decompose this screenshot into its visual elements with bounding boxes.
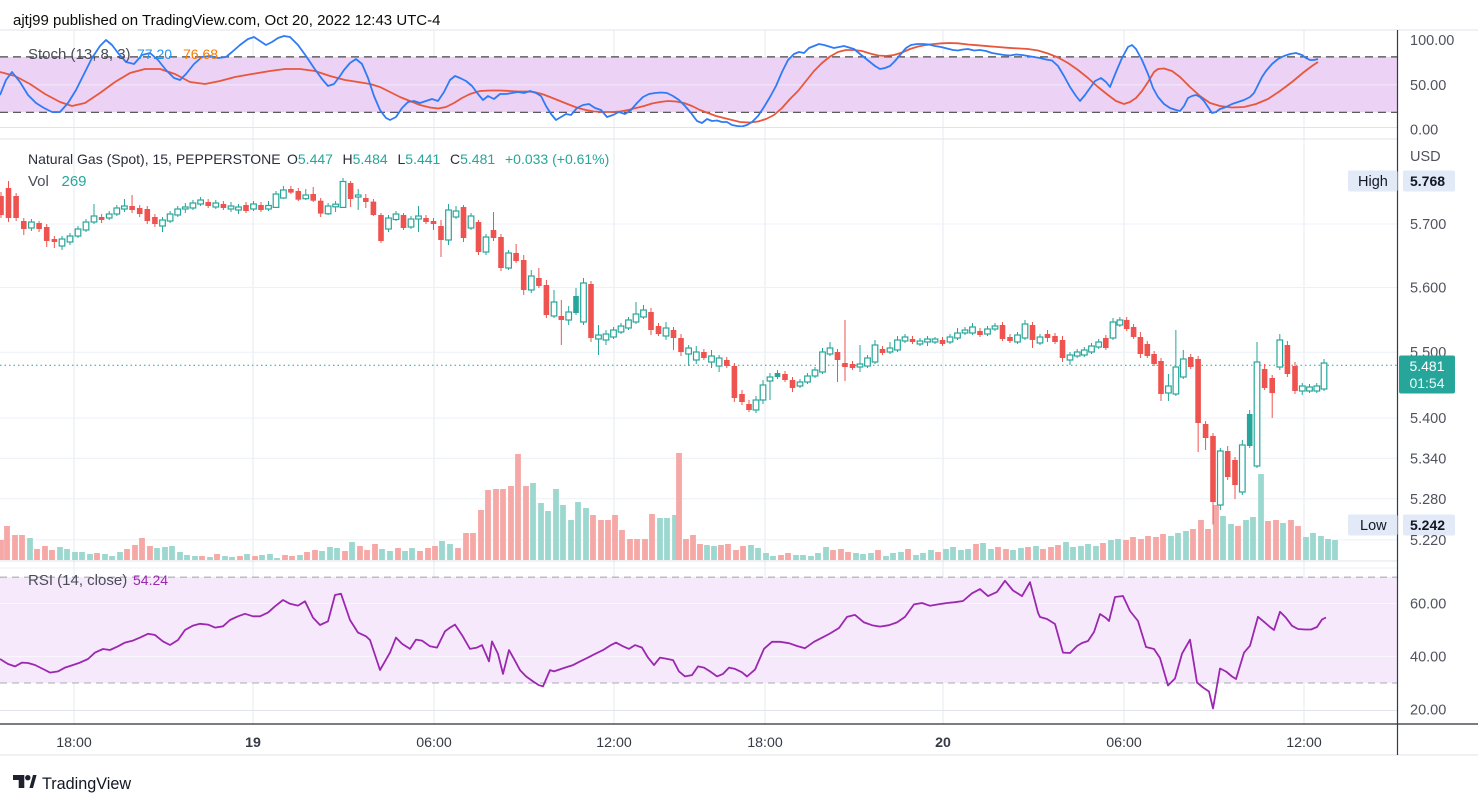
svg-text:5.768: 5.768 (1410, 173, 1445, 189)
svg-text:06:00: 06:00 (1106, 735, 1142, 751)
svg-text:20: 20 (935, 735, 951, 751)
svg-text:0.00: 0.00 (1410, 123, 1438, 139)
svg-text:06:00: 06:00 (416, 735, 452, 751)
svg-text:USD: USD (1410, 149, 1441, 165)
svg-text:60.00: 60.00 (1410, 597, 1446, 613)
svg-text:Natural Gas (Spot), 15, PEPPER: Natural Gas (Spot), 15, PEPPERSTONE O5.44… (28, 151, 609, 167)
svg-text:TradingView: TradingView (42, 775, 131, 793)
svg-text:19: 19 (245, 735, 261, 751)
svg-text:5.340: 5.340 (1410, 451, 1446, 467)
svg-text:5.400: 5.400 (1410, 411, 1446, 427)
svg-text:Stoch (13, 8, 3): Stoch (13, 8, 3) (28, 46, 131, 63)
svg-text:High: High (1358, 174, 1388, 190)
svg-text:20.00: 20.00 (1410, 703, 1446, 719)
svg-text:5.280: 5.280 (1410, 492, 1446, 508)
svg-text:12:00: 12:00 (1286, 735, 1322, 751)
svg-text:5.481: 5.481 (1409, 358, 1444, 374)
svg-text:50.00: 50.00 (1410, 78, 1446, 94)
svg-text:Low: Low (1360, 518, 1387, 534)
svg-text:RSI (14, close): RSI (14, close) (28, 572, 127, 589)
svg-text:100.00: 100.00 (1410, 33, 1454, 49)
svg-text:ajtj99 published on TradingVie: ajtj99 published on TradingView.com, Oct… (13, 12, 440, 29)
svg-text:18:00: 18:00 (747, 735, 783, 751)
svg-text:40.00: 40.00 (1410, 650, 1446, 666)
svg-text:12:00: 12:00 (596, 735, 632, 751)
svg-text:5.242: 5.242 (1410, 517, 1445, 533)
svg-text:01:54: 01:54 (1409, 375, 1444, 391)
svg-text:5.600: 5.600 (1410, 281, 1446, 297)
svg-text:5.700: 5.700 (1410, 217, 1446, 233)
svg-text:18:00: 18:00 (56, 735, 92, 751)
svg-text:54.24: 54.24 (133, 572, 168, 588)
svg-text:5.220: 5.220 (1410, 533, 1446, 549)
